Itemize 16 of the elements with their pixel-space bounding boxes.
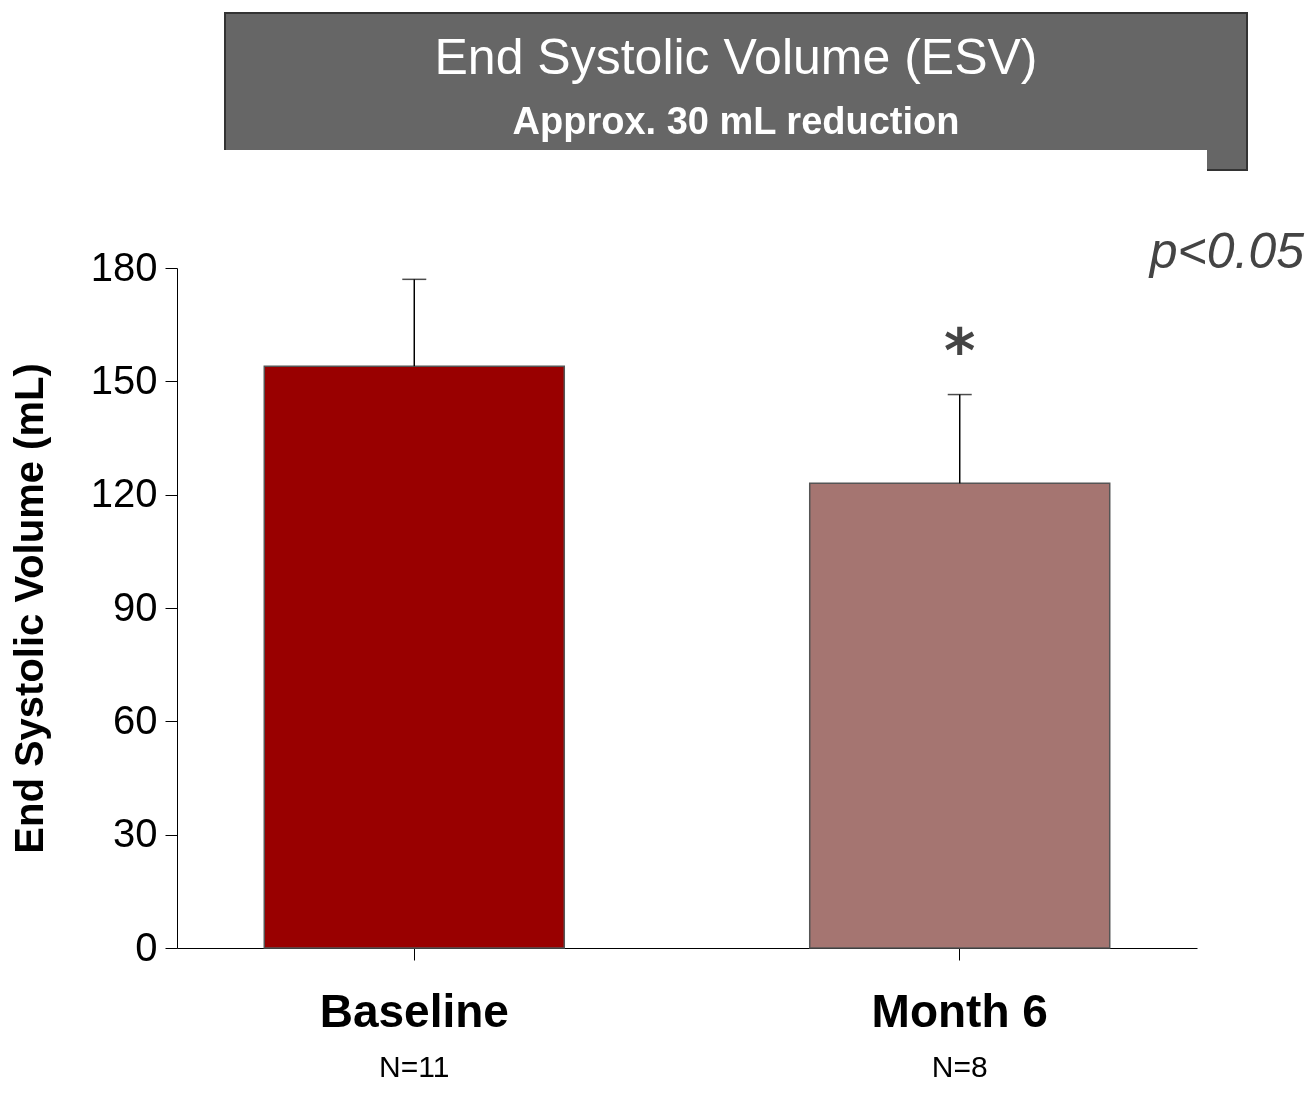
text: N=11 xyxy=(379,1050,450,1083)
chart-subtitle: Approx. 30 mL reduction xyxy=(511,100,961,143)
x-tick-label: Baseline xyxy=(319,984,509,1037)
x-tick-label: Month 6 xyxy=(871,984,1048,1037)
y-tick-label: 30 xyxy=(113,811,158,856)
y-tick-label: 180 xyxy=(90,244,158,289)
y-axis-title: End Systolic Volume (mL) xyxy=(6,363,51,854)
y-tick-label: 0 xyxy=(135,924,158,969)
y-tick-label: 150 xyxy=(90,357,158,402)
y-tick-label: 90 xyxy=(113,584,158,629)
text: N=8 xyxy=(931,1050,988,1083)
annotation: p<0.05 xyxy=(1149,222,1304,280)
chart-title: End Systolic Volume (ESV) xyxy=(433,28,1039,86)
y-tick-label: 120 xyxy=(90,471,158,516)
y-tick-label: 60 xyxy=(113,697,158,742)
annotation: * xyxy=(944,315,976,386)
